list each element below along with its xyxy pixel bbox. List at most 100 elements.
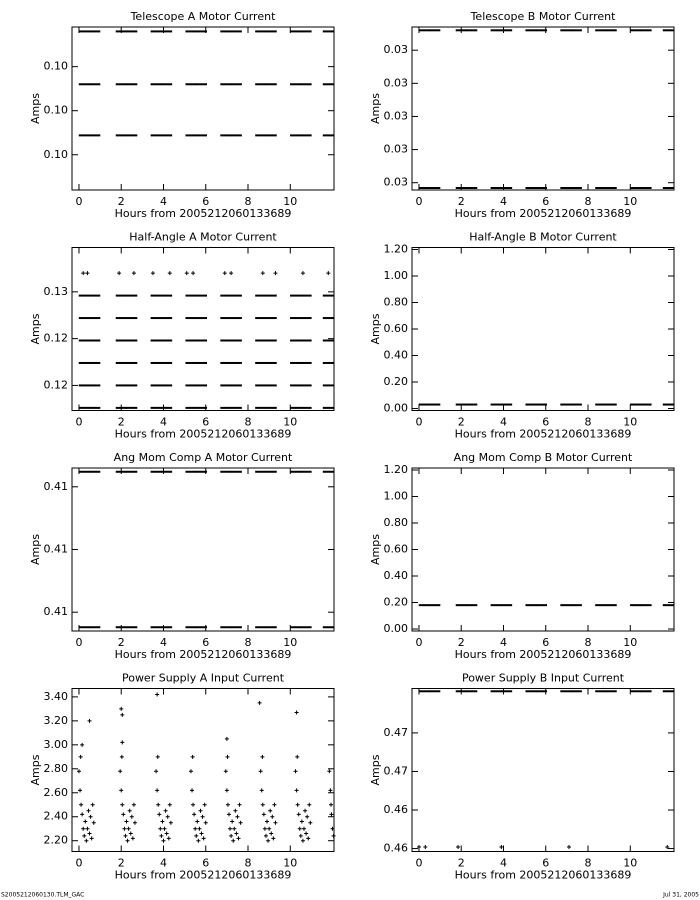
data-point — [294, 788, 299, 793]
data-point — [154, 769, 159, 774]
data-point — [159, 833, 164, 838]
y-tick-label: 1.20 — [384, 242, 409, 255]
x-tick-label: 4 — [160, 195, 167, 208]
data-point — [271, 836, 276, 841]
data-point — [128, 831, 133, 836]
data-point — [329, 802, 334, 807]
panel-title: Half-Angle A Motor Current — [129, 231, 277, 244]
data-point — [224, 736, 229, 741]
y-tick-label: 0.12 — [44, 378, 69, 391]
x-tick-label: 4 — [500, 416, 507, 429]
data-point — [423, 845, 428, 850]
data-point — [192, 812, 197, 817]
data-point — [150, 271, 155, 276]
panel-title: Telescope A Motor Current — [130, 10, 277, 23]
x-axis-label: Hours from 2005212060133689 — [455, 648, 632, 661]
data-point — [78, 754, 83, 759]
y-axis-label: Amps — [29, 93, 42, 124]
data-point — [161, 838, 166, 843]
y-tick-label: 0.41 — [44, 543, 69, 556]
data-point — [232, 826, 237, 831]
y-tick-label: 0.20 — [384, 596, 409, 609]
data-point — [228, 826, 233, 831]
x-tick-label: 10 — [623, 416, 637, 429]
data-point — [163, 808, 168, 813]
data-point — [269, 831, 274, 836]
data-point — [155, 754, 160, 759]
panel-title: Ang Mom Comp A Motor Current — [114, 451, 293, 464]
data-point — [191, 271, 196, 276]
y-tick-label: 0.41 — [44, 480, 69, 493]
plot-frame — [411, 26, 675, 191]
data-point — [196, 838, 201, 843]
x-tick-label: 8 — [585, 416, 592, 429]
data-point — [82, 833, 87, 838]
data-point — [132, 820, 137, 825]
plot-frame — [71, 26, 335, 191]
data-point — [79, 802, 84, 807]
data-point — [566, 845, 571, 850]
data-point — [296, 812, 301, 817]
data-point — [88, 814, 93, 819]
data-point — [224, 788, 229, 793]
data-point — [300, 271, 305, 276]
data-point — [263, 833, 268, 838]
data-point — [121, 812, 126, 817]
data-point — [167, 802, 172, 807]
data-point — [262, 826, 267, 831]
data-point — [257, 700, 262, 705]
data-point — [166, 836, 171, 841]
data-point — [305, 814, 310, 819]
data-point — [259, 788, 264, 793]
panel-title: Half-Angle B Motor Current — [469, 231, 617, 244]
data-point — [124, 819, 129, 824]
data-point — [119, 706, 124, 711]
data-point — [131, 271, 136, 276]
x-tick-label: 8 — [245, 416, 252, 429]
x-tick-label: 0 — [75, 195, 82, 208]
data-point — [131, 802, 136, 807]
x-tick-label: 8 — [245, 857, 252, 870]
data-point — [91, 820, 96, 825]
y-tick-label: 2.40 — [44, 810, 69, 823]
data-point — [168, 820, 173, 825]
data-point — [81, 826, 86, 831]
data-point — [456, 845, 461, 850]
x-tick-label: 0 — [415, 857, 422, 870]
y-axis-label: Amps — [29, 754, 42, 785]
data-point — [164, 831, 169, 836]
data-point — [78, 788, 83, 793]
x-tick-label: 4 — [160, 857, 167, 870]
x-tick-label: 6 — [542, 636, 549, 649]
data-point — [125, 838, 130, 843]
panel-title: Ang Mom Comp B Motor Current — [454, 451, 633, 464]
y-tick-label: 1.00 — [384, 489, 409, 502]
data-point — [85, 271, 90, 276]
data-point — [83, 819, 88, 824]
y-tick-label: 0.10 — [44, 148, 69, 161]
x-tick-label: 2 — [118, 636, 125, 649]
x-axis-label: Hours from 2005212060133689 — [115, 428, 292, 441]
y-tick-label: 0.40 — [384, 349, 409, 362]
data-point — [665, 845, 670, 850]
data-point — [160, 819, 165, 824]
data-point — [203, 820, 208, 825]
data-point — [265, 819, 270, 824]
data-point — [261, 812, 266, 817]
data-point — [156, 802, 161, 807]
data-point — [303, 808, 308, 813]
data-point — [329, 812, 334, 817]
data-point — [223, 769, 228, 774]
data-point — [295, 754, 300, 759]
data-point — [193, 826, 198, 831]
y-tick-label: 0.10 — [44, 104, 69, 117]
x-tick-label: 2 — [458, 195, 465, 208]
x-tick-label: 10 — [283, 195, 297, 208]
x-tick-label: 0 — [415, 195, 422, 208]
data-point — [268, 808, 273, 813]
data-point — [76, 769, 81, 774]
data-point — [201, 836, 206, 841]
y-tick-label: 0.46 — [384, 803, 409, 816]
y-tick-label: 2.20 — [44, 834, 69, 847]
